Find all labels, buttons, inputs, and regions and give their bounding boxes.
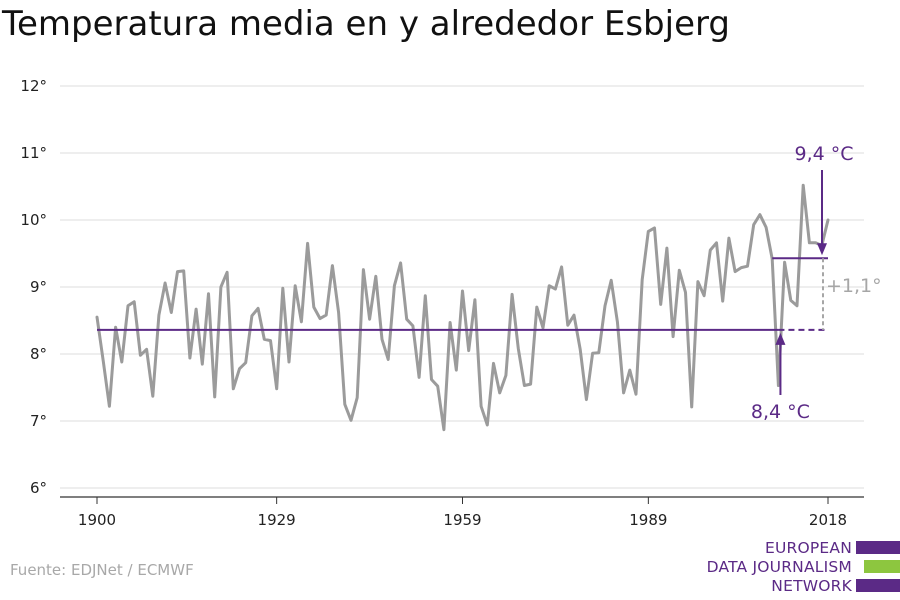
x-axis: 1900 1929 1959 1989 2018 — [60, 496, 864, 529]
source-text: Fuente: EDJNet / ECMWF — [10, 561, 194, 579]
x-tick-label: 1929 — [258, 511, 296, 529]
x-tick-label: 1959 — [443, 511, 481, 529]
x-tick-label: 1989 — [629, 511, 667, 529]
y-tick-label: 9° — [30, 278, 47, 296]
logo-bar-purple-top — [856, 541, 900, 554]
recent-arrow-head — [817, 243, 827, 256]
recent-value-label: 9,4 °C — [794, 143, 853, 165]
logo-bar-purple-bottom — [856, 579, 900, 592]
y-tick-label: 8° — [30, 345, 47, 363]
baseline-arrow-head — [775, 332, 786, 345]
edjnet-logo: EUROPEAN DATA JOURNALISM NETWORK — [700, 538, 900, 598]
y-tick-label: 7° — [30, 412, 47, 430]
reference-lines — [97, 257, 828, 331]
logo-bar-green — [864, 560, 900, 573]
difference-label: +1,1° — [826, 275, 882, 297]
y-tick-label: 10° — [20, 211, 47, 229]
x-tick-label: 1900 — [78, 511, 116, 529]
y-tick-label: 11° — [20, 144, 47, 162]
logo-line-3: NETWORK — [771, 577, 852, 595]
x-tick-label: 2018 — [809, 511, 847, 529]
baseline-value-label: 8,4 °C — [751, 401, 810, 423]
grid-lines — [60, 85, 864, 489]
y-tick-label: 12° — [20, 77, 47, 95]
series-group — [95, 183, 830, 432]
temperature-series-line — [95, 183, 830, 432]
annotations: +1,1° 8,4 °C 9,4 °C — [751, 143, 882, 423]
logo-line-2: DATA JOURNALISM — [706, 558, 852, 576]
y-axis-ticks: 6° 7° 8° 9° 10° 11° 12° — [20, 77, 47, 497]
y-tick-label: 6° — [30, 479, 47, 497]
chart-title: Temperatura media en y alrededor Esbjerg — [2, 4, 730, 44]
logo-line-1: EUROPEAN — [764, 539, 852, 557]
